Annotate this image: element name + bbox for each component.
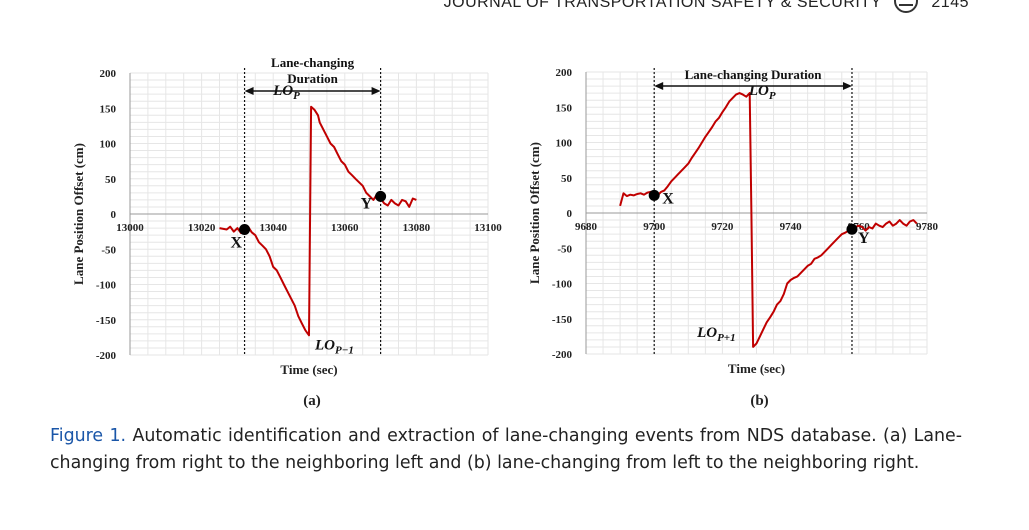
- y-tick-label: 100: [556, 138, 573, 150]
- x-tick-label: 13000: [116, 222, 144, 234]
- peak-label-subscript: P: [769, 90, 776, 102]
- chart-b: 200 150 100 50 0 -50 -100 -150 -200 9680 9700 9720 9…: [527, 67, 939, 409]
- y-tick-label: 150: [556, 102, 573, 114]
- peak-label-subscript: P−1: [335, 344, 354, 356]
- y-tick-label: 200: [100, 68, 117, 80]
- peak-label: LOP+1: [696, 325, 736, 344]
- marker-point-x: [648, 189, 660, 201]
- peak-label: LOP−1: [314, 337, 354, 356]
- figure-label: Figure 1.: [50, 426, 127, 446]
- y-tick-label: 150: [100, 103, 117, 115]
- marker-point-y: [846, 223, 858, 235]
- y-tick-label: 0: [111, 209, 117, 221]
- y-tick-label: 50: [105, 174, 117, 186]
- y-axis-title: Lane Position Offset (cm): [527, 142, 542, 284]
- y-tick-label: 100: [100, 139, 117, 151]
- x-axis-title: Time (sec): [280, 362, 337, 377]
- x-axis-title: Time (sec): [728, 361, 785, 376]
- chart-a: 200 150 100 50 0 -50 -100 -150 -200 13000 13020 130…: [71, 55, 502, 409]
- y-tick-label: -50: [557, 243, 572, 255]
- x-tick-label: 13060: [331, 222, 359, 234]
- y-tick-label: 200: [556, 67, 573, 79]
- duration-label: Lane-changing: [271, 55, 355, 70]
- x-tick-label: 13080: [403, 222, 431, 234]
- x-tick-label: 13020: [188, 222, 216, 234]
- x-tick-label: 9700: [643, 221, 666, 233]
- figure-caption: Figure 1. Automatic identification and e…: [50, 423, 962, 477]
- marker-label-y: Y: [858, 230, 870, 247]
- lane-offset-series-line: [619, 92, 918, 348]
- x-tick-label: 9680: [575, 221, 598, 233]
- x-tick-label: 9740: [780, 221, 803, 233]
- y-tick-label: -150: [96, 315, 117, 327]
- y-tick-label: -100: [552, 279, 573, 291]
- duration-arrow-left-head: [244, 87, 254, 95]
- duration-arrow-right-head: [842, 82, 852, 90]
- duration-label: Duration: [287, 71, 338, 86]
- marker-label-y: Y: [361, 195, 373, 212]
- y-axis-title: Lane Position Offset (cm): [71, 143, 86, 285]
- caption-text: Automatic identification and extraction …: [50, 426, 962, 473]
- duration-label: Lane-changing Duration: [685, 67, 823, 82]
- y-tick-label: -150: [552, 314, 573, 326]
- panel-label: (b): [750, 393, 768, 409]
- duration-arrow-left-head: [654, 82, 664, 90]
- marker-label-x: X: [662, 190, 674, 207]
- x-tick-label: 9720: [711, 221, 734, 233]
- journal-title: JOURNAL OF TRANSPORTATION SAFETY & SECUR…: [443, 0, 882, 12]
- y-tick-label: -50: [101, 244, 116, 256]
- marker-point-y: [375, 190, 387, 202]
- y-tick-label: -200: [96, 350, 117, 362]
- peak-label-subscript: P: [293, 90, 300, 102]
- x-tick-label: 13040: [259, 222, 287, 234]
- x-tick-label: 13100: [474, 222, 502, 234]
- y-tick-label: -200: [552, 349, 573, 361]
- page-number: 2145: [931, 0, 969, 12]
- panel-label: (a): [303, 393, 321, 409]
- y-tick-label: 0: [567, 208, 573, 220]
- y-tick-label: 50: [561, 173, 573, 185]
- marker-point-x: [239, 224, 251, 236]
- peak-label: LOP: [272, 83, 300, 102]
- duration-arrow-right-head: [371, 87, 381, 95]
- lane-offset-series-line: [219, 105, 417, 337]
- journal-header: JOURNAL OF TRANSPORTATION SAFETY & SECUR…: [444, 0, 969, 15]
- peak-label: LOP: [748, 83, 776, 102]
- x-tick-label: 9780: [916, 221, 939, 233]
- y-tick-label: -100: [96, 280, 117, 292]
- peak-label-subscript: P+1: [717, 332, 736, 344]
- marker-label-x: X: [231, 235, 243, 252]
